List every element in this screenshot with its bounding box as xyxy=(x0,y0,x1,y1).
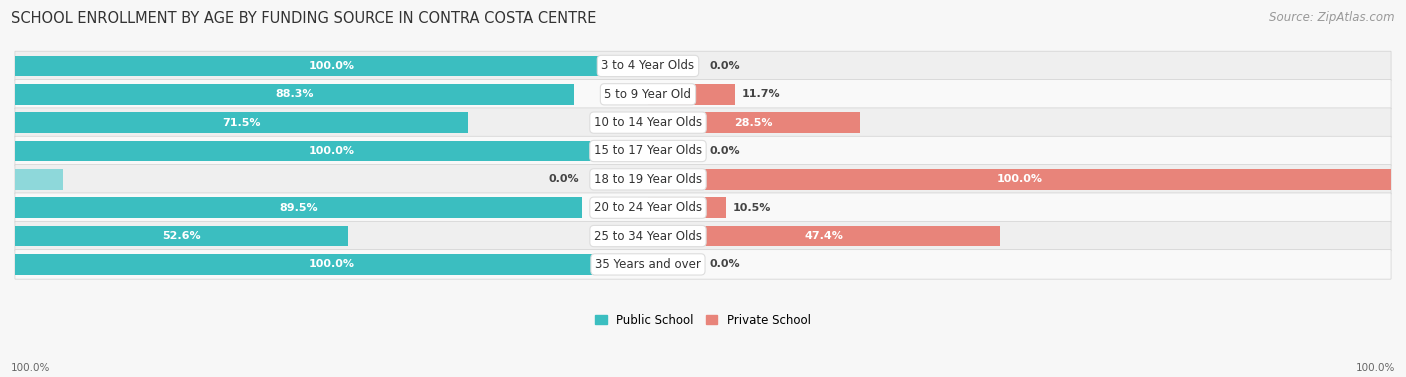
Bar xyxy=(15,198,582,218)
Text: 28.5%: 28.5% xyxy=(734,118,773,128)
Text: 18 to 19 Year Olds: 18 to 19 Year Olds xyxy=(593,173,702,186)
Text: 35 Years and over: 35 Years and over xyxy=(595,258,702,271)
Bar xyxy=(648,112,859,133)
Bar xyxy=(15,226,349,246)
Text: 15 to 17 Year Olds: 15 to 17 Year Olds xyxy=(593,144,702,158)
Text: SCHOOL ENROLLMENT BY AGE BY FUNDING SOURCE IN CONTRA COSTA CENTRE: SCHOOL ENROLLMENT BY AGE BY FUNDING SOUR… xyxy=(11,11,596,26)
Text: Source: ZipAtlas.com: Source: ZipAtlas.com xyxy=(1270,11,1395,24)
Bar xyxy=(15,141,648,161)
FancyBboxPatch shape xyxy=(15,136,1391,166)
Text: 52.6%: 52.6% xyxy=(162,231,201,241)
Text: 0.0%: 0.0% xyxy=(710,259,741,270)
Bar xyxy=(15,84,574,104)
Text: 89.5%: 89.5% xyxy=(278,203,318,213)
Text: 20 to 24 Year Olds: 20 to 24 Year Olds xyxy=(593,201,702,214)
FancyBboxPatch shape xyxy=(15,80,1391,109)
FancyBboxPatch shape xyxy=(15,250,1391,279)
Bar xyxy=(15,56,648,76)
FancyBboxPatch shape xyxy=(15,221,1391,251)
Text: 11.7%: 11.7% xyxy=(742,89,780,99)
Text: 5 to 9 Year Old: 5 to 9 Year Old xyxy=(605,88,692,101)
Legend: Public School, Private School: Public School, Private School xyxy=(595,314,811,326)
Bar xyxy=(648,84,735,104)
Text: 100.0%: 100.0% xyxy=(308,61,354,71)
Text: 0.0%: 0.0% xyxy=(710,146,741,156)
Text: 100.0%: 100.0% xyxy=(1355,363,1395,373)
Text: 100.0%: 100.0% xyxy=(997,174,1042,184)
Text: 25 to 34 Year Olds: 25 to 34 Year Olds xyxy=(593,230,702,242)
Bar xyxy=(15,254,648,274)
Text: 0.0%: 0.0% xyxy=(710,61,741,71)
Text: 10.5%: 10.5% xyxy=(733,203,772,213)
FancyBboxPatch shape xyxy=(15,193,1391,222)
Bar xyxy=(648,226,1000,246)
Bar xyxy=(15,169,63,190)
Bar xyxy=(15,112,468,133)
Bar xyxy=(648,254,696,274)
Text: 47.4%: 47.4% xyxy=(804,231,844,241)
Bar xyxy=(648,141,696,161)
FancyBboxPatch shape xyxy=(15,51,1391,81)
Text: 88.3%: 88.3% xyxy=(276,89,314,99)
FancyBboxPatch shape xyxy=(15,165,1391,194)
Text: 100.0%: 100.0% xyxy=(11,363,51,373)
Text: 10 to 14 Year Olds: 10 to 14 Year Olds xyxy=(593,116,702,129)
Text: 71.5%: 71.5% xyxy=(222,118,260,128)
Bar xyxy=(648,198,725,218)
Text: 3 to 4 Year Olds: 3 to 4 Year Olds xyxy=(602,60,695,72)
Bar xyxy=(648,169,1391,190)
Text: 0.0%: 0.0% xyxy=(548,174,579,184)
Bar xyxy=(648,56,696,76)
FancyBboxPatch shape xyxy=(15,108,1391,137)
Text: 100.0%: 100.0% xyxy=(308,146,354,156)
Text: 100.0%: 100.0% xyxy=(308,259,354,270)
